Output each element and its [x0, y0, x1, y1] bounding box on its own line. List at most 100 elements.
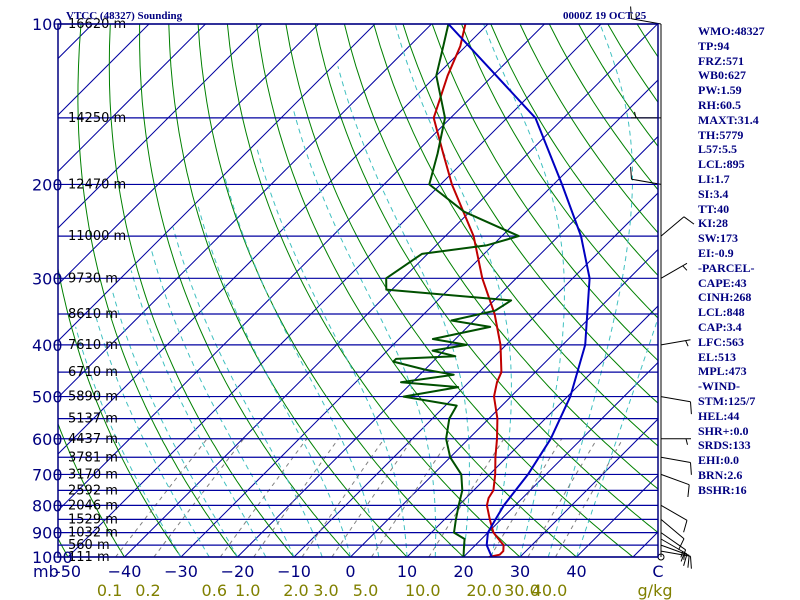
moist-adiabat-line	[197, 206, 351, 557]
mixing-ratio-label: 3.0	[313, 581, 338, 600]
stats-item: MAXT:31.4	[698, 112, 759, 127]
isotherm-line	[463, 361, 658, 557]
pressure-tick-label: 500	[32, 388, 63, 407]
wind-barb	[660, 532, 687, 562]
isotherm-line	[58, 24, 545, 512]
stats-item: CAPE:43	[698, 275, 747, 290]
stats-item: LCL:895	[698, 157, 745, 172]
stats-item: TH:5779	[698, 127, 744, 142]
moist-adiabat-line	[111, 289, 238, 557]
stats-item: WMO:48327	[698, 24, 765, 38]
wind-barb	[660, 339, 691, 347]
isotherm-line	[180, 79, 658, 557]
height-label: 7610 m	[68, 338, 118, 353]
mixing-ratio-line	[555, 438, 624, 557]
stats-item: LCL:848	[698, 305, 745, 320]
series-parcel-line	[447, 24, 591, 557]
pressure-tick-label: 400	[32, 336, 63, 355]
mixing-ratio-line	[428, 438, 505, 557]
stats-item: BRN:2.6	[698, 467, 743, 482]
temperature-tick-label: −30	[164, 562, 198, 581]
mixing-ratio-line	[371, 438, 451, 557]
stats-panel: WMO:48327 TP:94 FRZ:571 WB0:627 PW:1.59 RH:60…	[698, 24, 765, 498]
moist-adiabat-line	[172, 226, 323, 557]
stats-item: KI:28	[698, 216, 728, 231]
moist-adiabat-line	[150, 249, 295, 557]
mixing-ratio-label: 40.0	[532, 581, 568, 600]
height-label: 9730 m	[68, 271, 118, 286]
stats-item: HEL:44	[698, 408, 740, 423]
mixing-ratio-line	[301, 438, 385, 557]
stats-item: PW:1.59	[698, 83, 742, 98]
moist-adiabat-line	[224, 178, 380, 557]
wind-barb	[660, 538, 688, 566]
wind-barbs	[630, 6, 695, 569]
height-label: 14250 m	[68, 111, 126, 126]
height-label: 12470 m	[68, 177, 126, 192]
temperature-tick-label: -50	[55, 562, 81, 581]
wind-barb	[660, 504, 688, 533]
moist-adiabat-line	[256, 146, 408, 557]
pressure-tick-label: 600	[32, 430, 63, 449]
moist-adiabat-line	[293, 109, 437, 557]
isobars	[58, 23, 658, 558]
stats-item: SRDS:133	[698, 438, 751, 453]
series-dewpoint-line	[385, 24, 520, 557]
isotherm-line	[519, 418, 658, 557]
stats-item: TT:40	[698, 201, 730, 216]
temperature-tick-label: −40	[108, 562, 142, 581]
mixing-ratio-line	[115, 438, 208, 557]
isotherm-line	[58, 24, 432, 399]
wind-barb	[660, 519, 685, 551]
series-temperature-line	[432, 24, 505, 557]
dry-adiabat-line	[256, 24, 577, 557]
moist-adiabat-line	[75, 326, 182, 557]
isotherm-line	[293, 192, 658, 557]
wind-barb	[660, 550, 692, 569]
height-label: 5890 m	[68, 390, 118, 405]
stats-item: MPL:473	[698, 364, 747, 379]
mixing-ratio-line	[219, 438, 308, 557]
wind-barb	[660, 544, 690, 568]
pressure-tick-label: 300	[32, 269, 63, 288]
mixing-ratio-label: 10.0	[405, 581, 441, 600]
stats-item: LFC:563	[698, 334, 744, 349]
isotherm-line	[58, 24, 376, 342]
wind-barb	[660, 396, 692, 415]
wind-barb	[631, 111, 661, 119]
height-label: 4437 m	[68, 432, 118, 447]
isotherm-line	[576, 474, 658, 557]
wind-barb	[660, 456, 692, 475]
temperature-tick-label: 10	[397, 562, 417, 581]
pressure-tick-label: 1000	[32, 548, 73, 567]
temperature-tick-label: 40	[566, 562, 586, 581]
stats-item: EL:513	[698, 349, 737, 364]
stats-item: CAP:3.4	[698, 319, 742, 334]
mixing-ratio-label: 20.0	[466, 581, 502, 600]
height-label: 560 m	[68, 538, 110, 553]
dry-adiabat-line	[578, 24, 658, 148]
temperature-tick-label: 0	[345, 562, 355, 581]
stats-item: RH:60.5	[698, 97, 741, 112]
mixing-ratio-unit-label: g/kg	[638, 581, 673, 600]
wind-barb	[660, 216, 695, 237]
isotherm-line	[58, 24, 489, 455]
pressure-tick-label: 200	[32, 175, 63, 194]
height-label: 2592 m	[68, 483, 118, 498]
isotherm-line	[350, 248, 658, 557]
chart-title: VTCC (48327) Sounding	[66, 10, 183, 22]
height-label: 6710 m	[68, 365, 118, 380]
stats-item: SHR+:0.0	[698, 423, 749, 438]
height-label: 11000 m	[68, 229, 126, 244]
stats-item: SW:173	[698, 231, 739, 246]
temperature-tick-label: −10	[277, 562, 311, 581]
stats-item: EHI:0.0	[698, 453, 740, 468]
isotherm-line	[237, 135, 658, 557]
stats-item: FRZ:571	[698, 53, 744, 68]
height-label: 1032 m	[68, 526, 118, 541]
mixing-ratio-label: 0.6	[202, 581, 227, 600]
stats-item: WB0:627	[698, 68, 746, 83]
pressure-tick-label: 100	[32, 15, 63, 34]
